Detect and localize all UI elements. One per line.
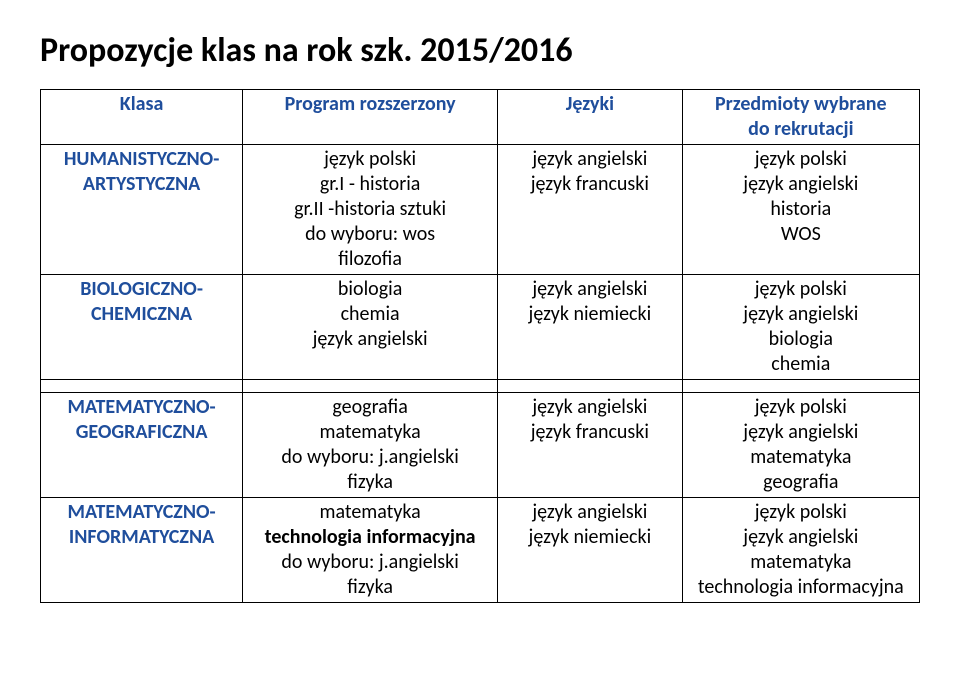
cell-jezyki: język angielskijęzyk francuski bbox=[498, 145, 683, 275]
proposals-table: KlasaProgram rozszerzonyJęzykiPrzedmioty… bbox=[40, 89, 920, 603]
cell-klasa: MATEMATYCZNO-GEOGRAFICZNA bbox=[41, 393, 243, 498]
table-row: MATEMATYCZNO-INFORMATYCZNAmatematykatech… bbox=[41, 498, 920, 603]
col-header-wybrane: Przedmioty wybranedo rekrutacji bbox=[682, 90, 919, 145]
cell-jezyki: język angielskijęzyk niemiecki bbox=[498, 275, 683, 380]
cell-program: matematykatechnologia informacyjnado wyb… bbox=[243, 498, 498, 603]
table-row: HUMANISTYCZNO-ARTYSTYCZNAjęzyk polskigr.… bbox=[41, 145, 920, 275]
col-header-klasa: Klasa bbox=[41, 90, 243, 145]
table-row: BIOLOGICZNO-CHEMICZNAbiologiachemiajęzyk… bbox=[41, 275, 920, 380]
cell-jezyki: język angielskijęzyk francuski bbox=[498, 393, 683, 498]
col-header-program: Program rozszerzony bbox=[243, 90, 498, 145]
table-row: MATEMATYCZNO-GEOGRAFICZNAgeografiamatema… bbox=[41, 393, 920, 498]
page-title: Propozycje klas na rok szk. 2015/2016 bbox=[40, 30, 920, 71]
cell-klasa: HUMANISTYCZNO-ARTYSTYCZNA bbox=[41, 145, 243, 275]
cell-program: biologiachemiajęzyk angielski bbox=[243, 275, 498, 380]
cell-klasa: MATEMATYCZNO-INFORMATYCZNA bbox=[41, 498, 243, 603]
cell-klasa: BIOLOGICZNO-CHEMICZNA bbox=[41, 275, 243, 380]
cell-jezyki: język angielskijęzyk niemiecki bbox=[498, 498, 683, 603]
cell-wybrane: język polskijęzyk angielskihistoriaWOS bbox=[682, 145, 919, 275]
cell-wybrane: język polskijęzyk angielskimatematykageo… bbox=[682, 393, 919, 498]
cell-program: język polskigr.I - historiagr.II -histor… bbox=[243, 145, 498, 275]
cell-wybrane: język polskijęzyk angielskimatematykatec… bbox=[682, 498, 919, 603]
cell-program: geografiamatematykado wyboru: j.angielsk… bbox=[243, 393, 498, 498]
col-header-jezyki: Języki bbox=[498, 90, 683, 145]
cell-wybrane: język polskijęzyk angielskibiologiachemi… bbox=[682, 275, 919, 380]
table-gap-row bbox=[41, 380, 920, 393]
